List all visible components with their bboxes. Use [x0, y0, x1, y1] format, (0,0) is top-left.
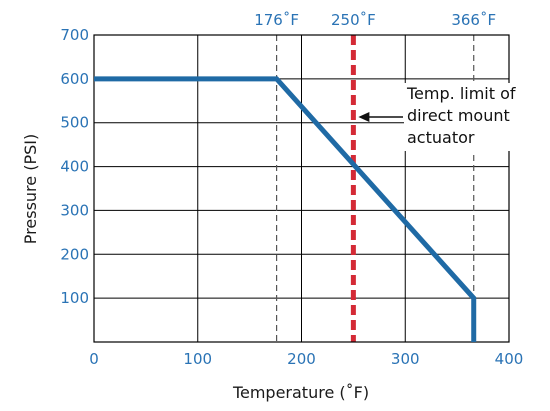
y-tick-label: 100: [60, 289, 89, 307]
y-tick-label: 600: [60, 70, 89, 88]
y-tick-label: 400: [60, 158, 89, 176]
y-tick-label: 500: [60, 114, 89, 132]
x-tick-label: 100: [183, 350, 212, 368]
series-line-0: [94, 76, 477, 342]
y-tick-label: 700: [60, 26, 89, 44]
annotation-arrowhead: [358, 112, 370, 122]
x-tick-label: 300: [391, 350, 420, 368]
annotation-line: direct mount: [407, 106, 510, 125]
x-tick-label: 400: [495, 350, 524, 368]
annotation-line: Temp. limit of: [406, 84, 516, 103]
x-tick-label: 200: [287, 350, 316, 368]
y-tick-label: 200: [60, 245, 89, 263]
tick-labels: 0 100 200 300 400 100 200 300 400 500 600 700: [60, 26, 523, 368]
y-axis-title: Pressure (PSI): [21, 134, 40, 244]
reference-label-176: 176˚F: [254, 11, 299, 29]
x-tick-label: 0: [89, 350, 99, 368]
series-group: [94, 76, 477, 342]
reference-label-250: 250˚F: [331, 11, 376, 29]
annotation: Temp. limit of direct mount actuator: [358, 83, 528, 151]
annotation-line: actuator: [407, 128, 475, 147]
annotation-background: [404, 83, 528, 151]
y-tick-label: 300: [60, 201, 89, 219]
x-axis-title: Temperature (˚F): [232, 383, 369, 402]
plot-frame: [93, 34, 510, 343]
reference-label-366: 366˚F: [451, 11, 496, 29]
